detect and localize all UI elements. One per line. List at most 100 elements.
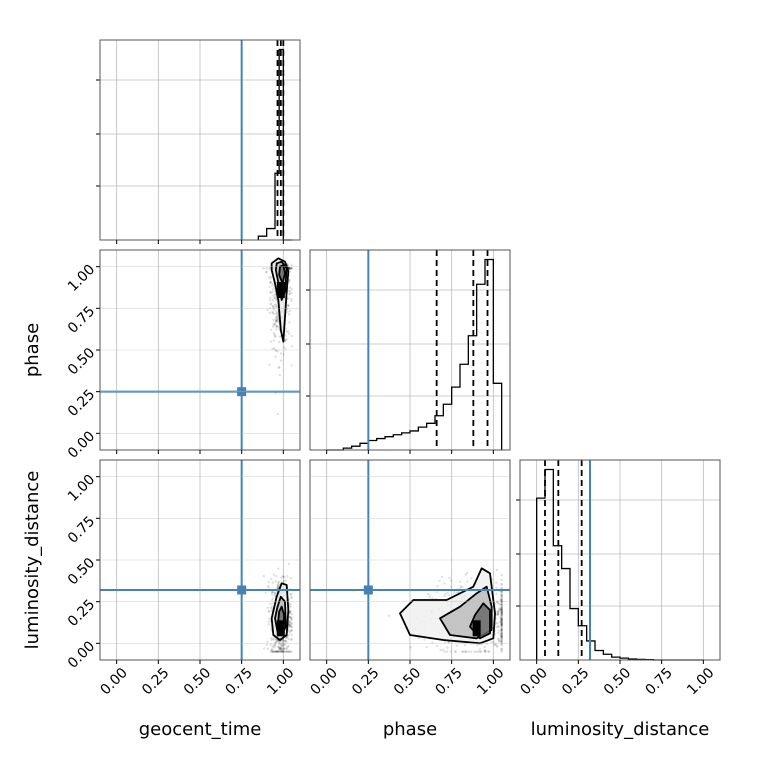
scatter-point xyxy=(276,349,279,353)
scatter-point xyxy=(500,617,503,621)
x-axis-label-luminosity_distance: luminosity_distance xyxy=(531,719,710,740)
scatter-point xyxy=(277,366,281,369)
scatter-point xyxy=(435,590,438,594)
scatter-point xyxy=(277,647,281,650)
scatter-point xyxy=(500,632,503,635)
scatter-point xyxy=(469,650,473,653)
scatter-point xyxy=(287,650,291,653)
y-tick-label: 0.75 xyxy=(65,303,98,336)
scatter-point xyxy=(270,599,274,602)
density-peak xyxy=(276,620,285,637)
scatter-point xyxy=(272,339,276,342)
scatter-point xyxy=(500,631,503,634)
scatter-point xyxy=(275,315,278,318)
scatter-point xyxy=(268,363,271,366)
scatter-point xyxy=(500,618,503,621)
scatter-point xyxy=(290,334,293,338)
scatter-point xyxy=(443,594,446,598)
scatter-point xyxy=(484,650,487,653)
scatter-point xyxy=(500,608,503,612)
scatter-point xyxy=(490,641,493,644)
scatter-point xyxy=(278,335,282,338)
scatter-point xyxy=(461,650,465,653)
y-axis-label-phase: phase xyxy=(22,323,43,377)
scatter-point xyxy=(290,633,293,636)
scatter-point xyxy=(282,576,285,579)
scatter-point xyxy=(288,621,291,625)
scatter-point xyxy=(288,620,291,624)
scatter-point xyxy=(286,637,289,640)
scatter-point xyxy=(266,585,270,588)
scatter-point xyxy=(272,332,275,335)
scatter-point xyxy=(276,318,280,321)
scatter-point xyxy=(284,339,287,342)
scatter-point xyxy=(275,324,279,328)
scatter-point xyxy=(500,611,503,614)
scatter-point xyxy=(268,609,271,612)
scatter-point xyxy=(500,610,503,614)
scatter-point xyxy=(500,635,503,638)
scatter-point xyxy=(276,650,280,653)
scatter-point xyxy=(287,562,290,565)
scatter-point xyxy=(289,629,293,633)
x-tick-label: 0.00 xyxy=(98,665,131,698)
scatter-point xyxy=(290,625,293,629)
y-axis-label-luminosity_distance: luminosity_distance xyxy=(22,471,43,650)
scatter-point xyxy=(498,620,502,624)
scatter-point xyxy=(274,640,277,644)
scatter-point xyxy=(262,267,265,270)
density-peak xyxy=(276,282,285,298)
scatter-point xyxy=(423,638,426,641)
scatter-point xyxy=(279,359,283,362)
scatter-point xyxy=(283,643,286,647)
scatter-point xyxy=(271,288,274,291)
scatter-point xyxy=(409,646,412,649)
truth-marker xyxy=(237,585,247,595)
scatter-point xyxy=(290,629,293,632)
scatter-point xyxy=(276,320,279,323)
scatter-point xyxy=(286,303,290,307)
scatter-point xyxy=(487,650,490,653)
scatter-point xyxy=(498,637,501,641)
scatter-point xyxy=(464,650,468,653)
x-tick-label: 0.00 xyxy=(308,665,341,698)
x-tick-label: 0.50 xyxy=(181,665,214,698)
scatter-point xyxy=(270,605,274,608)
scatter-point xyxy=(284,334,287,337)
scatter-point xyxy=(500,612,503,615)
scatter-point xyxy=(290,637,293,641)
scatter-point xyxy=(495,645,499,648)
scatter-point xyxy=(457,590,461,593)
scatter-point xyxy=(271,650,274,653)
scatter-point xyxy=(497,639,500,643)
scatter-point xyxy=(449,579,453,583)
scatter-point xyxy=(286,645,289,649)
scatter-point xyxy=(459,580,462,584)
scatter-point xyxy=(290,621,293,624)
scatter-point xyxy=(459,585,463,588)
scatter-point xyxy=(500,590,503,594)
scatter-point xyxy=(500,647,503,650)
scatter-point xyxy=(500,573,503,577)
scatter-point xyxy=(277,640,281,644)
scatter-point xyxy=(500,603,503,606)
scatter-point xyxy=(282,580,286,583)
scatter-point xyxy=(267,617,271,620)
scatter-point xyxy=(500,594,503,597)
scatter-point xyxy=(274,638,278,641)
scatter-point xyxy=(290,299,293,302)
scatter-point xyxy=(284,650,288,653)
scatter-point xyxy=(275,325,279,328)
x-tick-label: 0.25 xyxy=(139,665,172,698)
x-tick-label: 0.75 xyxy=(433,665,466,698)
scatter-point xyxy=(431,596,434,600)
scatter-point xyxy=(271,311,275,315)
scatter-point xyxy=(464,650,468,653)
scatter-point xyxy=(290,288,293,291)
scatter-point xyxy=(499,616,502,619)
x-tick-label: 0.50 xyxy=(601,665,634,698)
scatter-point xyxy=(272,294,275,297)
scatter-point xyxy=(290,593,293,596)
scatter-point xyxy=(277,646,280,649)
scatter-point xyxy=(290,291,293,295)
